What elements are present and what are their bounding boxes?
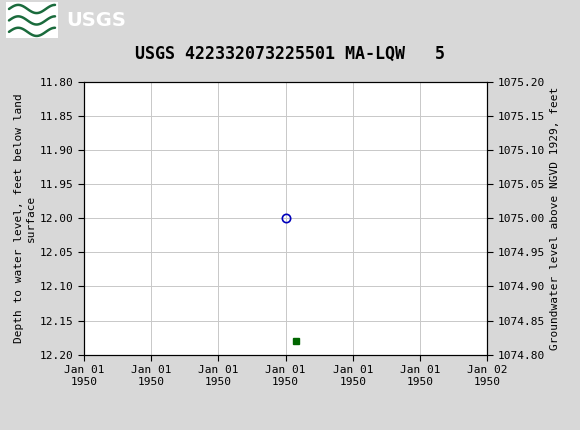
Text: USGS 422332073225501 MA-LQW   5: USGS 422332073225501 MA-LQW 5 [135, 45, 445, 63]
Y-axis label: Depth to water level, feet below land
surface: Depth to water level, feet below land su… [14, 93, 36, 343]
FancyBboxPatch shape [6, 3, 58, 38]
Y-axis label: Groundwater level above NGVD 1929, feet: Groundwater level above NGVD 1929, feet [550, 86, 560, 350]
Text: USGS: USGS [66, 11, 126, 30]
